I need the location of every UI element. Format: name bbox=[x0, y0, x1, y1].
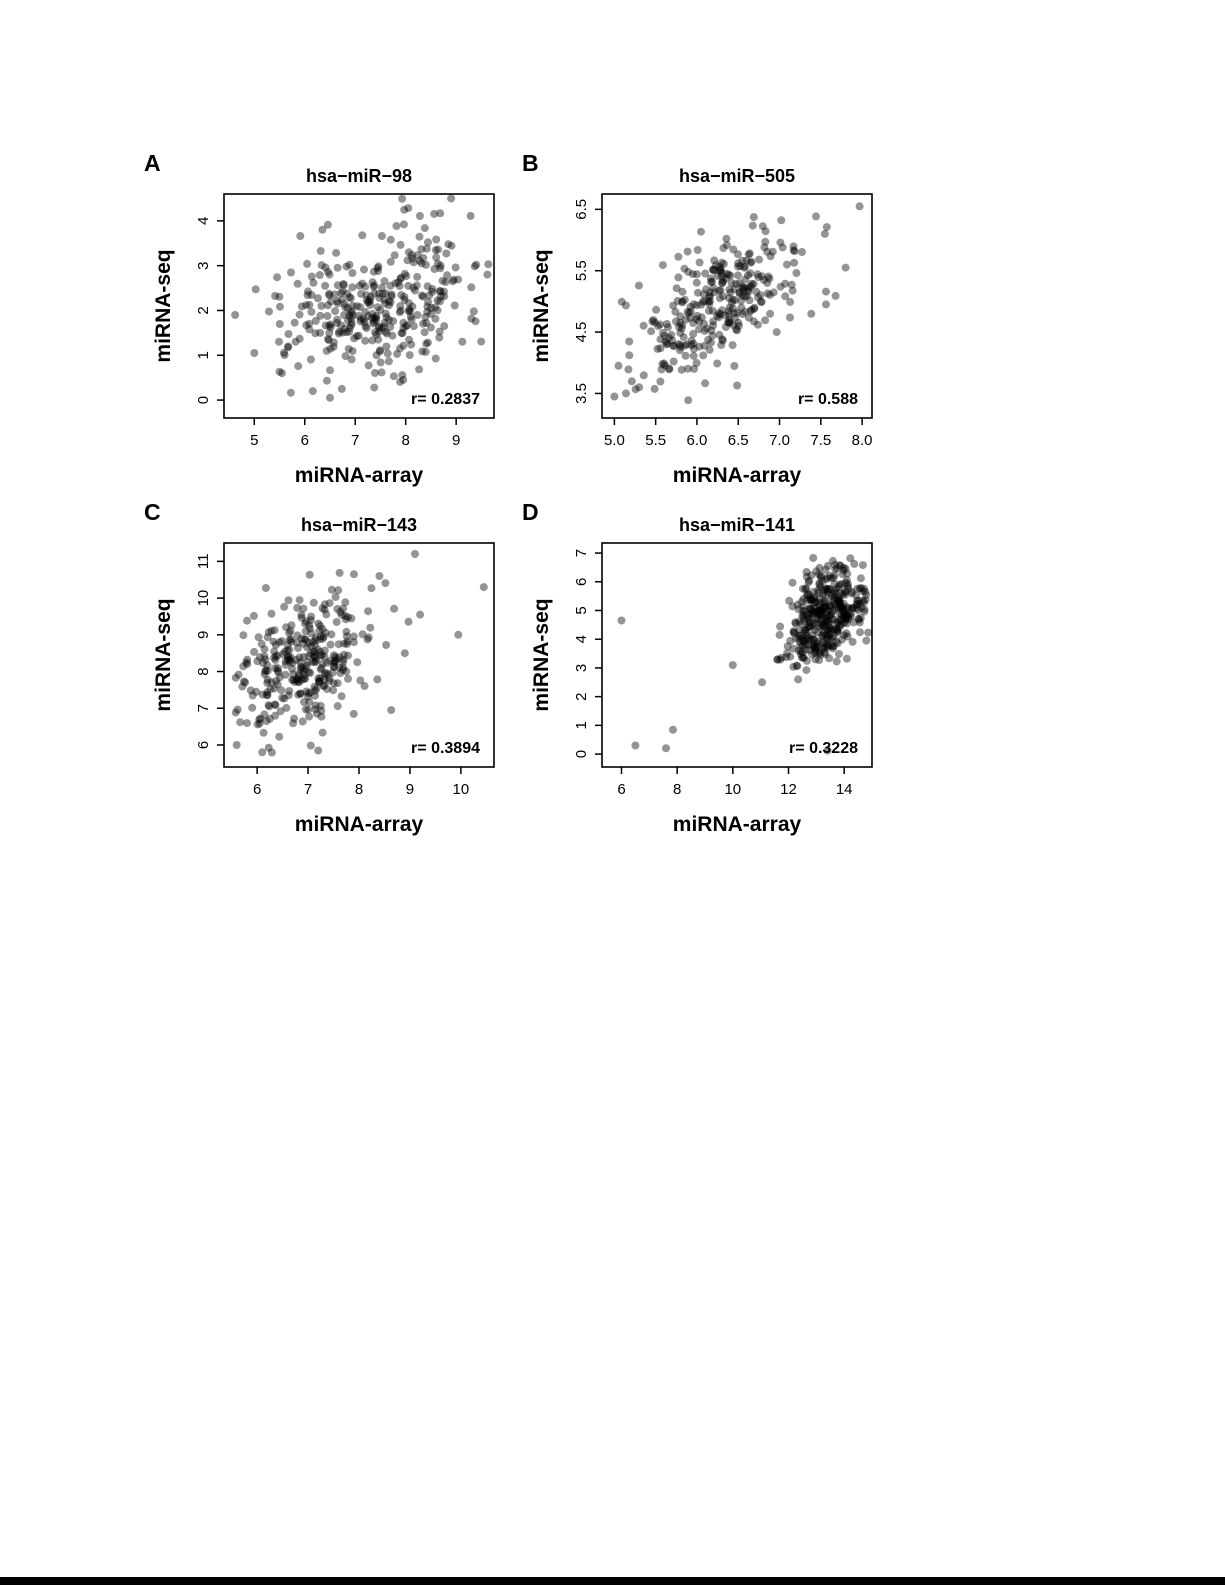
svg-text:8: 8 bbox=[355, 781, 363, 798]
y-axis-label: miRNA-seq bbox=[152, 249, 175, 362]
svg-text:2: 2 bbox=[573, 692, 590, 700]
svg-text:11: 11 bbox=[195, 554, 212, 570]
panel-b: B hsa−miR−505 5.0 5.5 6.0 6.5 7.0 7.5 8.0 3.5 4.… bbox=[518, 146, 918, 498]
svg-text:3: 3 bbox=[573, 664, 590, 672]
panel-label: A bbox=[144, 150, 161, 176]
panel-label: C bbox=[144, 499, 161, 525]
panel-a: A hsa−miR−98 5 6 7 8 9 0 1 2 3 4 r= 0.2837 miRNA-… bbox=[140, 146, 540, 498]
svg-text:10: 10 bbox=[453, 781, 470, 798]
plot-title: hsa−miR−505 bbox=[679, 166, 795, 186]
svg-text:6: 6 bbox=[617, 781, 625, 798]
scatter-plot-hsa-mir-98: hsa−miR−98 5 6 7 8 9 0 1 2 3 4 r= 0.2837 miRNA-ar… bbox=[152, 166, 495, 487]
x-axis-label: miRNA-array bbox=[673, 464, 802, 487]
plot-title: hsa−miR−141 bbox=[679, 515, 795, 535]
svg-text:9: 9 bbox=[406, 781, 414, 798]
correlation-label: r= 0.588 bbox=[798, 391, 858, 408]
plot-frame: 5.0 5.5 6.0 6.5 7.0 7.5 8.0 3.5 4.5 5.5 6.5 bbox=[573, 193, 873, 449]
svg-text:7: 7 bbox=[195, 704, 212, 712]
panel-c: C hsa−miR−143 6 7 8 9 10 6 7 8 9 10 11 r= 0.3894 m… bbox=[140, 495, 540, 847]
svg-text:5.5: 5.5 bbox=[573, 260, 590, 281]
svg-text:5: 5 bbox=[250, 432, 258, 449]
svg-text:7: 7 bbox=[351, 432, 359, 449]
svg-text:7.0: 7.0 bbox=[769, 432, 790, 449]
panel-d: D hsa−miR−141 6 8 10 12 14 0 1 2 3 4 5 6 7 r= 0.3228… bbox=[518, 495, 918, 847]
svg-text:9: 9 bbox=[452, 432, 460, 449]
svg-text:10: 10 bbox=[195, 590, 212, 607]
svg-text:6.0: 6.0 bbox=[687, 432, 708, 449]
y-axis-label: miRNA-seq bbox=[152, 598, 175, 711]
svg-text:1: 1 bbox=[195, 351, 212, 359]
correlation-label: r= 0.2837 bbox=[411, 391, 480, 408]
svg-text:0: 0 bbox=[573, 750, 590, 758]
scatter-plot-hsa-mir-505: hsa−miR−505 5.0 5.5 6.0 6.5 7.0 7.5 8.03.54.55… bbox=[530, 166, 873, 487]
svg-text:6: 6 bbox=[253, 781, 261, 798]
svg-text:8: 8 bbox=[673, 781, 681, 798]
svg-text:9: 9 bbox=[195, 631, 212, 639]
svg-text:5.5: 5.5 bbox=[645, 432, 666, 449]
panel-label: B bbox=[522, 150, 539, 176]
x-axis-label: miRNA-array bbox=[673, 813, 802, 836]
svg-text:8.0: 8.0 bbox=[852, 432, 873, 449]
panel-label: D bbox=[522, 499, 539, 525]
svg-text:12: 12 bbox=[780, 781, 797, 798]
data-points bbox=[617, 554, 873, 755]
x-axis-label: miRNA-array bbox=[295, 813, 424, 836]
svg-text:1: 1 bbox=[573, 721, 590, 729]
correlation-label: r= 0.3228 bbox=[789, 740, 858, 757]
plot-title: hsa−miR−98 bbox=[306, 166, 412, 186]
svg-text:3.5: 3.5 bbox=[573, 383, 590, 404]
plot-frame: 6 7 8 9 10 6 7 8 9 10 11 bbox=[195, 542, 495, 798]
scatter-plot-hsa-mir-143: hsa−miR−143 6 7 8 9 10 6 7 8 9 10 11 r= 0.3894 miR… bbox=[152, 515, 495, 836]
plot-frame: 5 6 7 8 9 0 1 2 3 4 bbox=[195, 193, 495, 449]
svg-text:8: 8 bbox=[402, 432, 410, 449]
y-axis-label: miRNA-seq bbox=[530, 249, 553, 362]
x-axis-label: miRNA-array bbox=[295, 464, 424, 487]
data-points bbox=[231, 550, 488, 757]
svg-text:0: 0 bbox=[195, 396, 212, 404]
y-axis-label: miRNA-seq bbox=[530, 598, 553, 711]
svg-text:10: 10 bbox=[724, 781, 741, 798]
svg-text:6: 6 bbox=[573, 578, 590, 586]
svg-text:7: 7 bbox=[573, 549, 590, 557]
svg-text:8: 8 bbox=[195, 667, 212, 675]
svg-text:5.0: 5.0 bbox=[604, 432, 625, 449]
plot-title: hsa−miR−143 bbox=[301, 515, 417, 535]
data-points bbox=[231, 194, 493, 402]
svg-text:4: 4 bbox=[195, 217, 212, 225]
svg-text:3: 3 bbox=[195, 262, 212, 270]
svg-text:7.5: 7.5 bbox=[810, 432, 831, 449]
svg-text:6.5: 6.5 bbox=[573, 199, 590, 220]
svg-text:4: 4 bbox=[573, 635, 590, 643]
data-points bbox=[610, 202, 864, 405]
svg-text:7: 7 bbox=[304, 781, 312, 798]
svg-text:6: 6 bbox=[195, 741, 212, 749]
svg-text:4.5: 4.5 bbox=[573, 322, 590, 343]
correlation-label: r= 0.3894 bbox=[411, 740, 480, 757]
svg-text:6: 6 bbox=[301, 432, 309, 449]
svg-text:14: 14 bbox=[836, 781, 853, 798]
svg-text:6.5: 6.5 bbox=[728, 432, 749, 449]
svg-text:5: 5 bbox=[573, 606, 590, 614]
footer-bar bbox=[0, 1577, 1225, 1585]
svg-text:2: 2 bbox=[195, 306, 212, 314]
